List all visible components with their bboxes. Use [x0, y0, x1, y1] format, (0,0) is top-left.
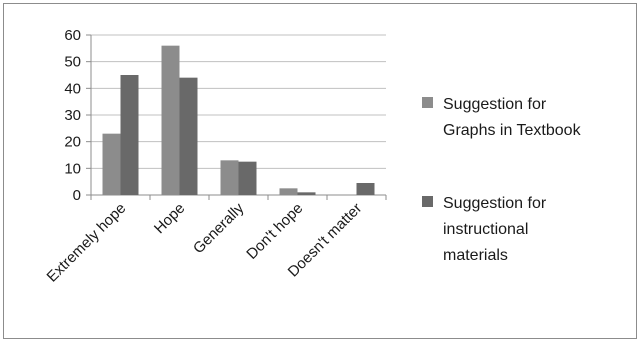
- bars: [102, 45, 375, 195]
- legend-label: instructional: [443, 221, 528, 238]
- bar-instructional-materials: [179, 77, 198, 195]
- legend-label: Suggestion for: [443, 195, 547, 212]
- x-tick-label: Don't hope: [243, 200, 306, 263]
- bar-instructional-materials: [238, 161, 257, 195]
- y-tick-labels: 0 10 20 30 40 50 60: [64, 27, 81, 204]
- legend-label: Graphs in Textbook: [443, 122, 582, 139]
- legend-swatch: [422, 196, 433, 207]
- legend-label: materials: [443, 247, 508, 264]
- bar-graphs-in-textbook: [220, 160, 239, 195]
- y-tick-label: 20: [64, 134, 81, 151]
- legend: Suggestion for Graphs in Textbook Suggesti…: [422, 96, 582, 264]
- x-tick-label: Extremely hope: [44, 200, 130, 286]
- y-tick-label: 60: [64, 27, 81, 44]
- y-tick-label: 40: [64, 80, 81, 97]
- y-tick-label: 50: [64, 54, 81, 71]
- bar-instructional-materials: [356, 183, 375, 195]
- legend-swatch: [422, 97, 433, 108]
- bar-graphs-in-textbook: [161, 45, 180, 195]
- y-tick-label: 30: [64, 107, 81, 124]
- bar-instructional-materials: [120, 75, 139, 195]
- x-tick-label: Hope: [151, 200, 188, 237]
- bar-instructional-materials: [297, 192, 316, 195]
- x-tick-label: Generally: [190, 199, 248, 257]
- bar-graphs-in-textbook: [279, 188, 298, 195]
- gridlines: [91, 34, 386, 169]
- y-tick-label: 10: [64, 160, 81, 177]
- y-tick-label: 0: [73, 187, 81, 204]
- bar-graphs-in-textbook: [102, 133, 121, 195]
- legend-label: Suggestion for: [443, 96, 547, 113]
